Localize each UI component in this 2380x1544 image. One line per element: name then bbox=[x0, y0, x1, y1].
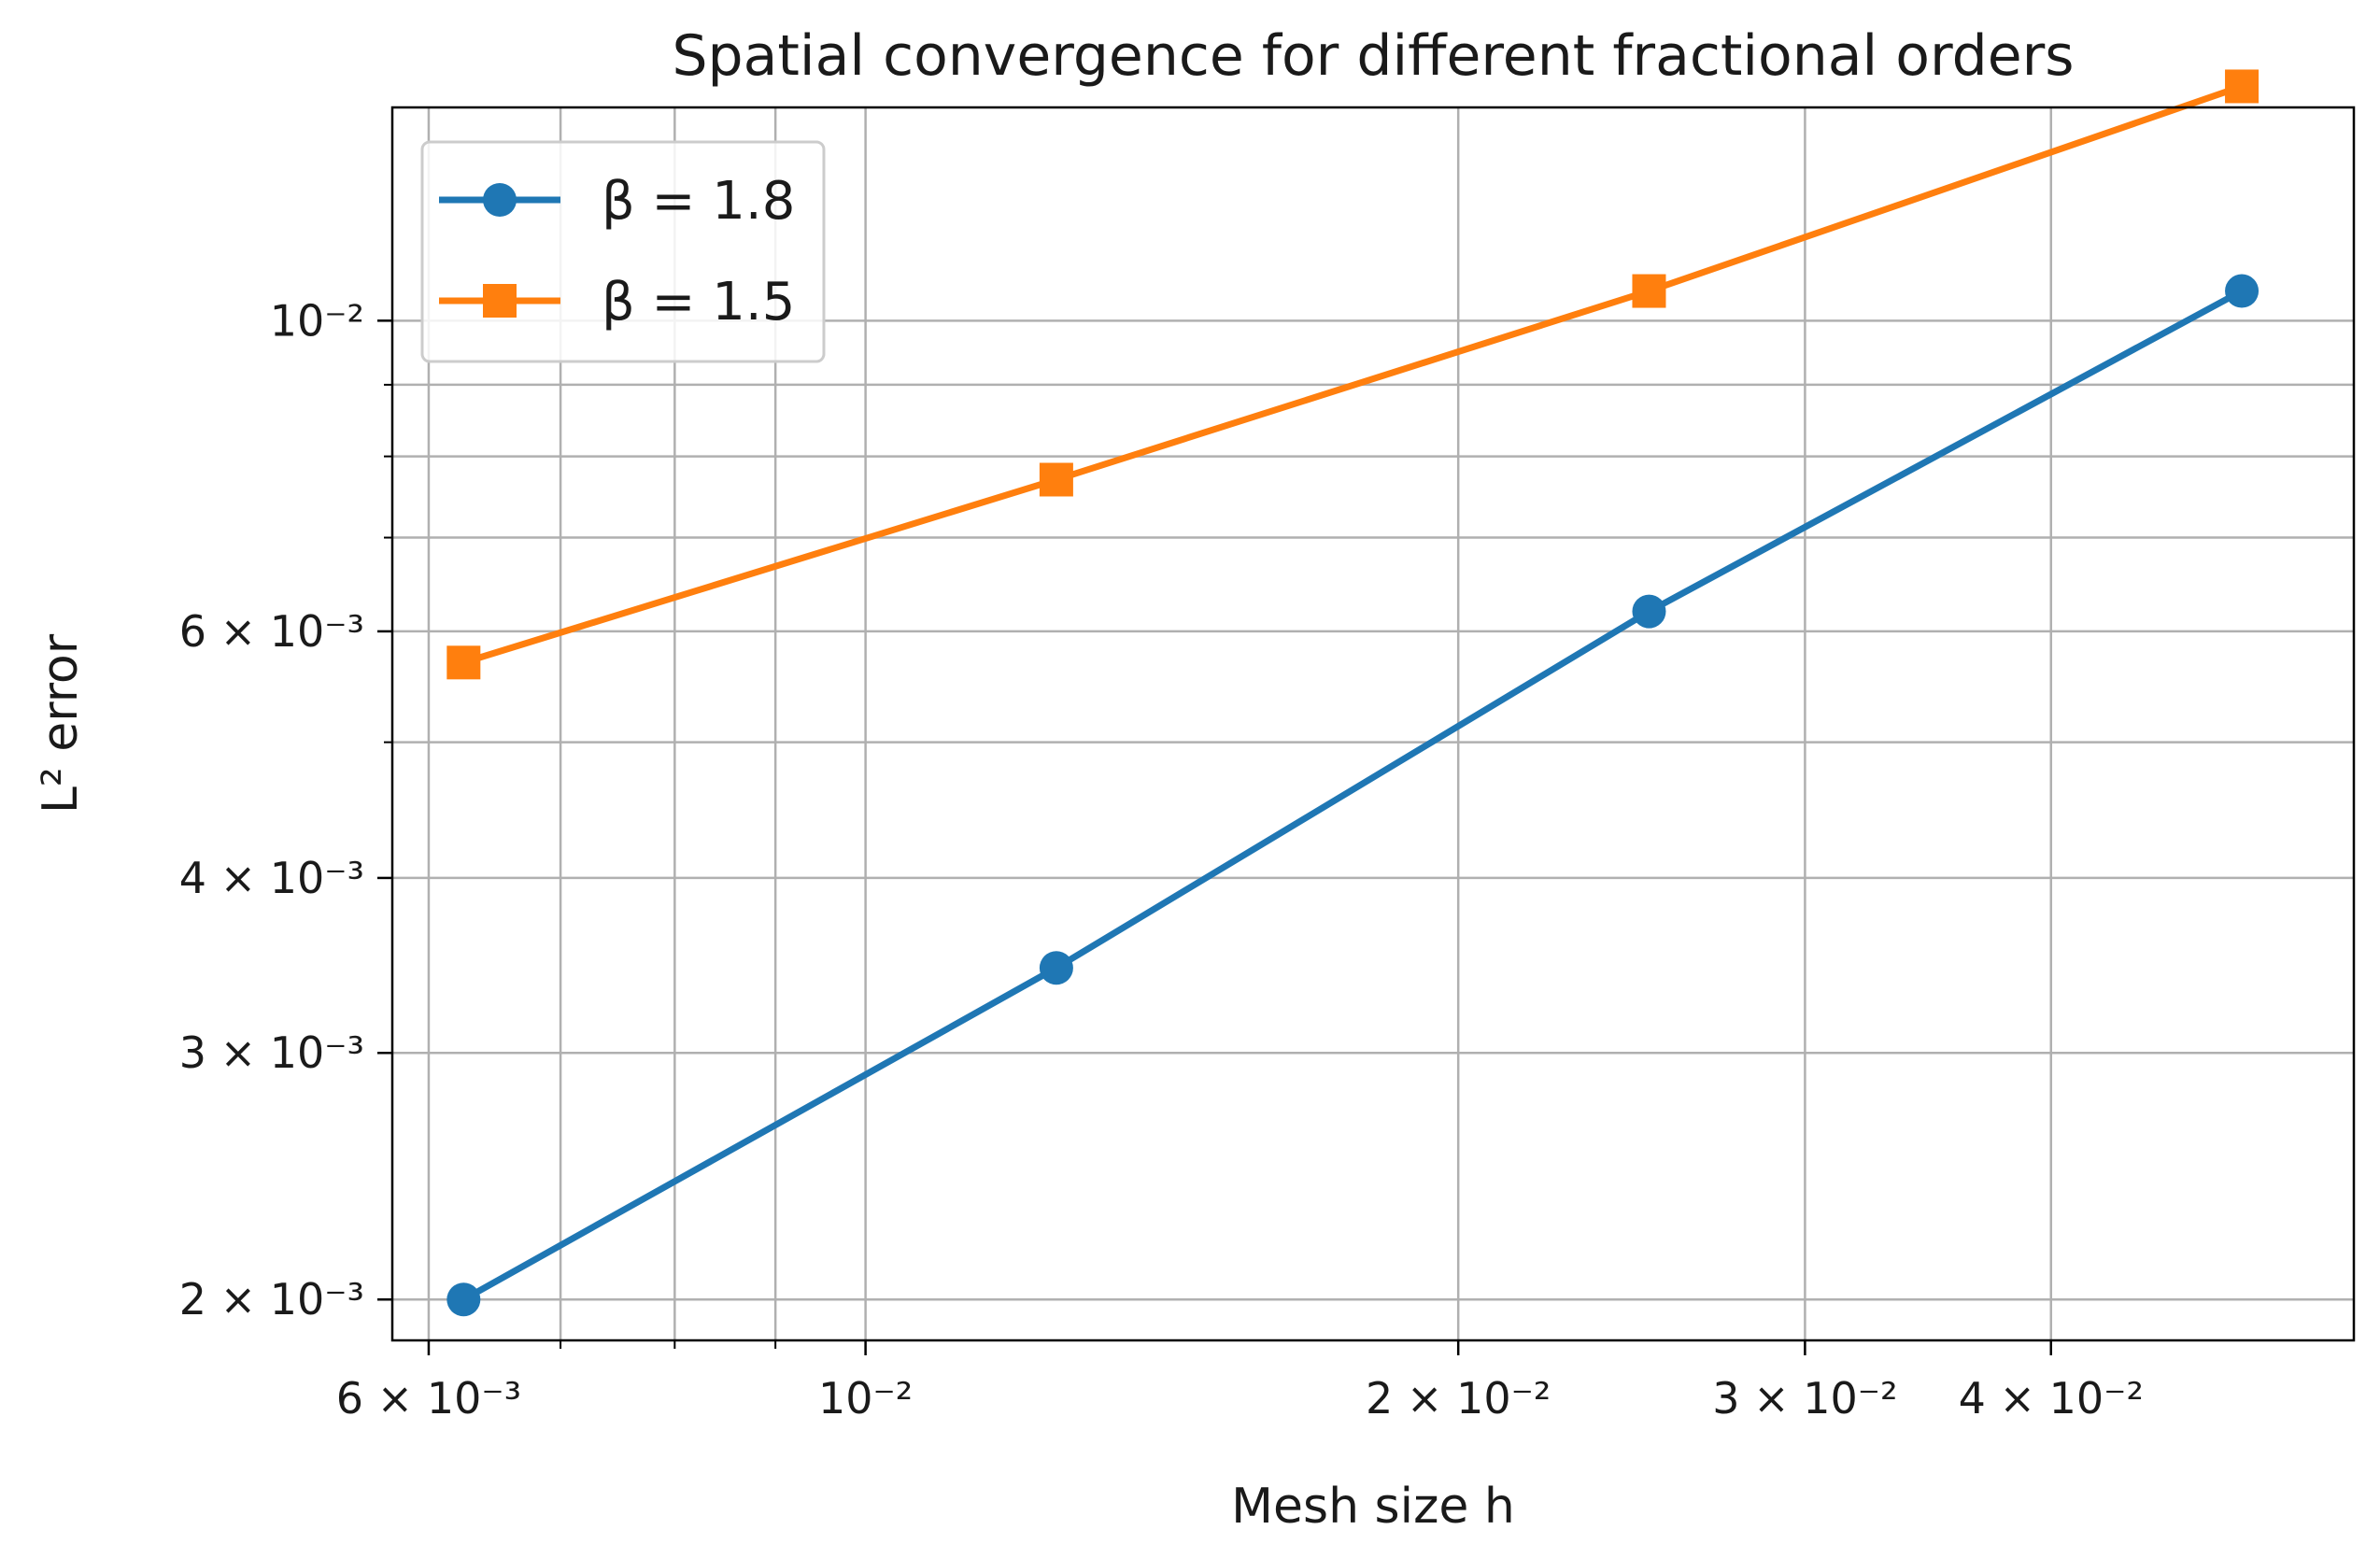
y-tick-label: 2 × 10⁻³ bbox=[179, 1274, 364, 1324]
y-tick-label: 4 × 10⁻³ bbox=[179, 853, 364, 903]
data-point bbox=[1039, 462, 1073, 497]
x-tick-label: 4 × 10⁻² bbox=[1959, 1373, 2144, 1424]
series-layer bbox=[446, 69, 2260, 1317]
y-axis-label: L² error bbox=[33, 633, 89, 814]
series-1 bbox=[446, 274, 2260, 1317]
legend-swatch-marker bbox=[483, 284, 517, 318]
series-line bbox=[461, 288, 2244, 1303]
legend-entry: β = 1.5 bbox=[439, 272, 795, 333]
tick-layer: 6 × 10⁻³ 10⁻² 2 × 10⁻² 3 × 10⁻² 4 × 10⁻² 2 × … bbox=[179, 295, 2144, 1424]
data-point bbox=[446, 1282, 481, 1317]
x-tick-label: 6 × 10⁻³ bbox=[336, 1373, 521, 1424]
y-tick-label: 3 × 10⁻³ bbox=[179, 1027, 364, 1078]
legend: β = 1.8 β = 1.5 bbox=[420, 140, 826, 363]
data-point bbox=[1039, 951, 1073, 985]
data-point bbox=[2225, 274, 2260, 308]
axes-frame bbox=[390, 106, 2356, 1342]
x-tick-label: 3 × 10⁻² bbox=[1712, 1373, 1897, 1424]
series-line bbox=[462, 83, 2244, 666]
legend-label: β = 1.5 bbox=[602, 272, 795, 333]
x-tick-label: 2 × 10⁻² bbox=[1366, 1373, 1551, 1424]
series-2 bbox=[446, 69, 2260, 680]
legend-swatch-marker bbox=[483, 183, 517, 217]
legend-label: β = 1.8 bbox=[602, 171, 795, 232]
x-tick-label: 10⁻² bbox=[818, 1373, 913, 1424]
data-point bbox=[1632, 274, 1666, 308]
data-point bbox=[446, 645, 481, 680]
y-tick-label: 10⁻² bbox=[270, 295, 364, 346]
data-point bbox=[1632, 594, 1666, 629]
x-axis-label: Mesh size h bbox=[1231, 1479, 1515, 1535]
data-point bbox=[2225, 69, 2260, 104]
y-tick-label: 6 × 10⁻³ bbox=[179, 606, 364, 657]
legend-entry: β = 1.8 bbox=[439, 171, 795, 232]
chart-title: Spatial convergence for different fracti… bbox=[672, 23, 2074, 89]
